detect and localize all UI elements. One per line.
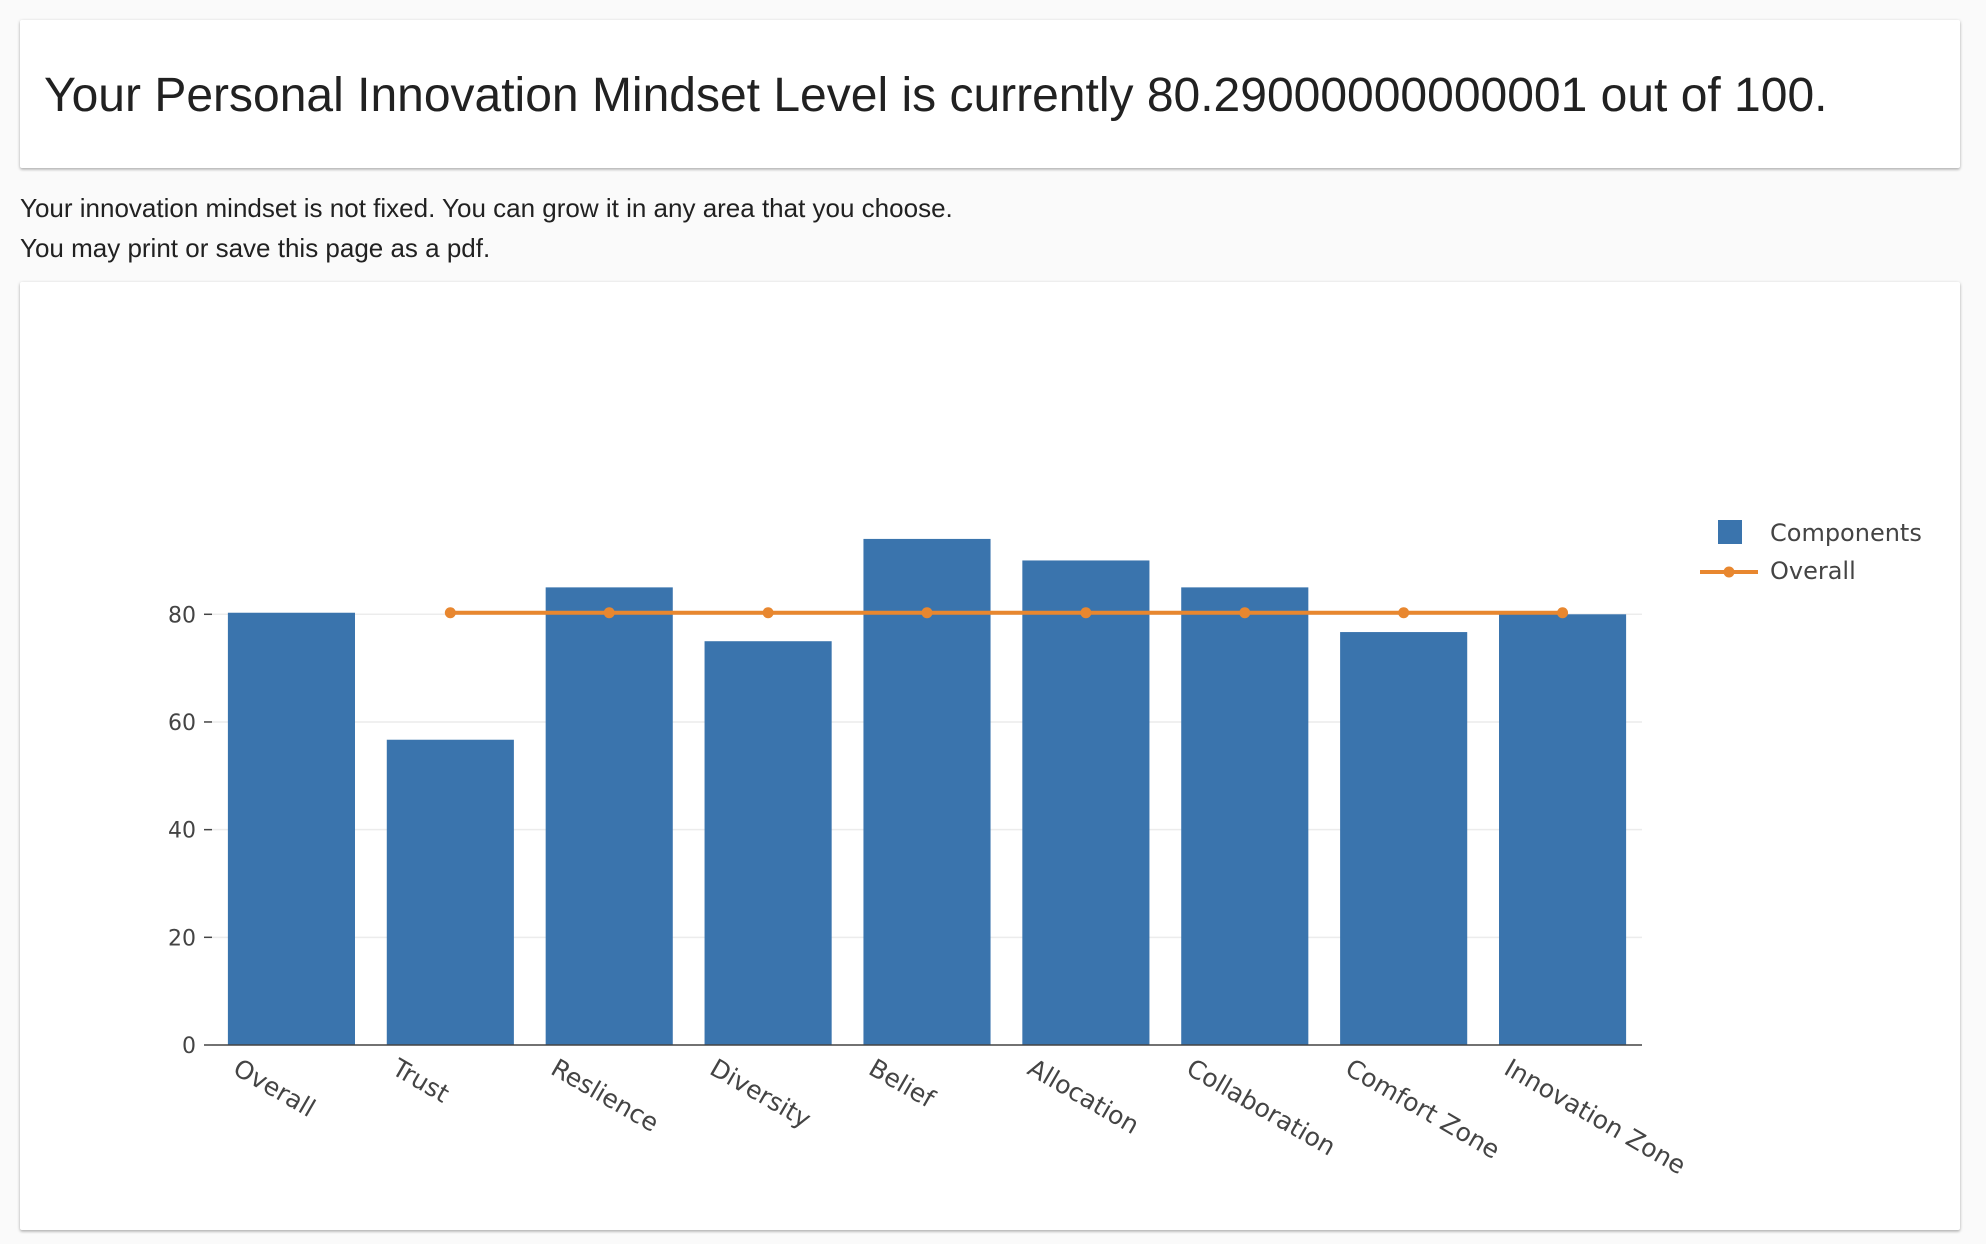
y-tick-label: 80	[168, 603, 196, 628]
overall-line-point[interactable]	[1557, 607, 1569, 619]
overall-line-point[interactable]	[1398, 607, 1410, 619]
legend-swatch-overall-point	[1723, 566, 1735, 578]
chart-card: 0 20 40 60 80 Overall Trust Reslience Diversity B…	[20, 282, 1960, 1230]
legend-label-overall: Overall	[1770, 557, 1856, 585]
y-tick-label: 60	[168, 711, 196, 736]
y-tick-label: 0	[182, 1034, 196, 1059]
y-tick-label: 40	[168, 819, 196, 844]
bar-diversity[interactable]	[704, 641, 832, 1045]
page-title: Your Personal Innovation Mindset Level i…	[44, 69, 1828, 122]
overall-line-point[interactable]	[1080, 607, 1092, 619]
legend: Components Overall	[1700, 519, 1922, 585]
x-tick-label: Overall	[228, 1053, 320, 1123]
x-tick-label: Trust	[386, 1053, 454, 1109]
bar-reslience[interactable]	[545, 587, 673, 1045]
bar-trust[interactable]	[386, 739, 514, 1045]
info-line-2: You may print or save this page as a pdf…	[20, 233, 491, 263]
x-tick-label: Allocation	[1023, 1053, 1144, 1140]
x-tick-label: Belief	[864, 1053, 941, 1114]
x-tick-label: Reslience	[546, 1053, 663, 1138]
overall-line-point[interactable]	[1239, 607, 1251, 619]
chart-svg: 0 20 40 60 80 Overall Trust Reslience Diversity B…	[168, 519, 1922, 1180]
overall-line-point[interactable]	[444, 607, 456, 619]
x-tick-label: Diversity	[705, 1053, 816, 1134]
legend-label-components: Components	[1770, 519, 1922, 547]
overall-line-point[interactable]	[921, 607, 933, 619]
info-text: Your innovation mindset is not fixed. Yo…	[20, 188, 953, 268]
bar-comfort-zone[interactable]	[1340, 632, 1468, 1045]
overall-line	[444, 607, 1569, 619]
overall-line-point[interactable]	[762, 607, 774, 619]
title-card: Your Personal Innovation Mindset Level i…	[20, 20, 1960, 168]
bars	[227, 538, 1627, 1045]
bar-allocation[interactable]	[1022, 560, 1150, 1045]
bar-belief[interactable]	[863, 538, 991, 1045]
legend-swatch-components	[1718, 520, 1742, 544]
bar-overall[interactable]	[227, 612, 355, 1045]
y-tick-label: 20	[168, 926, 196, 951]
x-tick-label: Comfort Zone	[1341, 1053, 1505, 1165]
bar-innovation-zone[interactable]	[1499, 614, 1627, 1045]
x-tick-label: Collaboration	[1182, 1053, 1341, 1161]
info-line-1: Your innovation mindset is not fixed. Yo…	[20, 193, 953, 223]
bar-collaboration[interactable]	[1181, 587, 1309, 1045]
x-tick-label: Innovation Zone	[1500, 1053, 1691, 1180]
overall-line-point[interactable]	[603, 607, 615, 619]
